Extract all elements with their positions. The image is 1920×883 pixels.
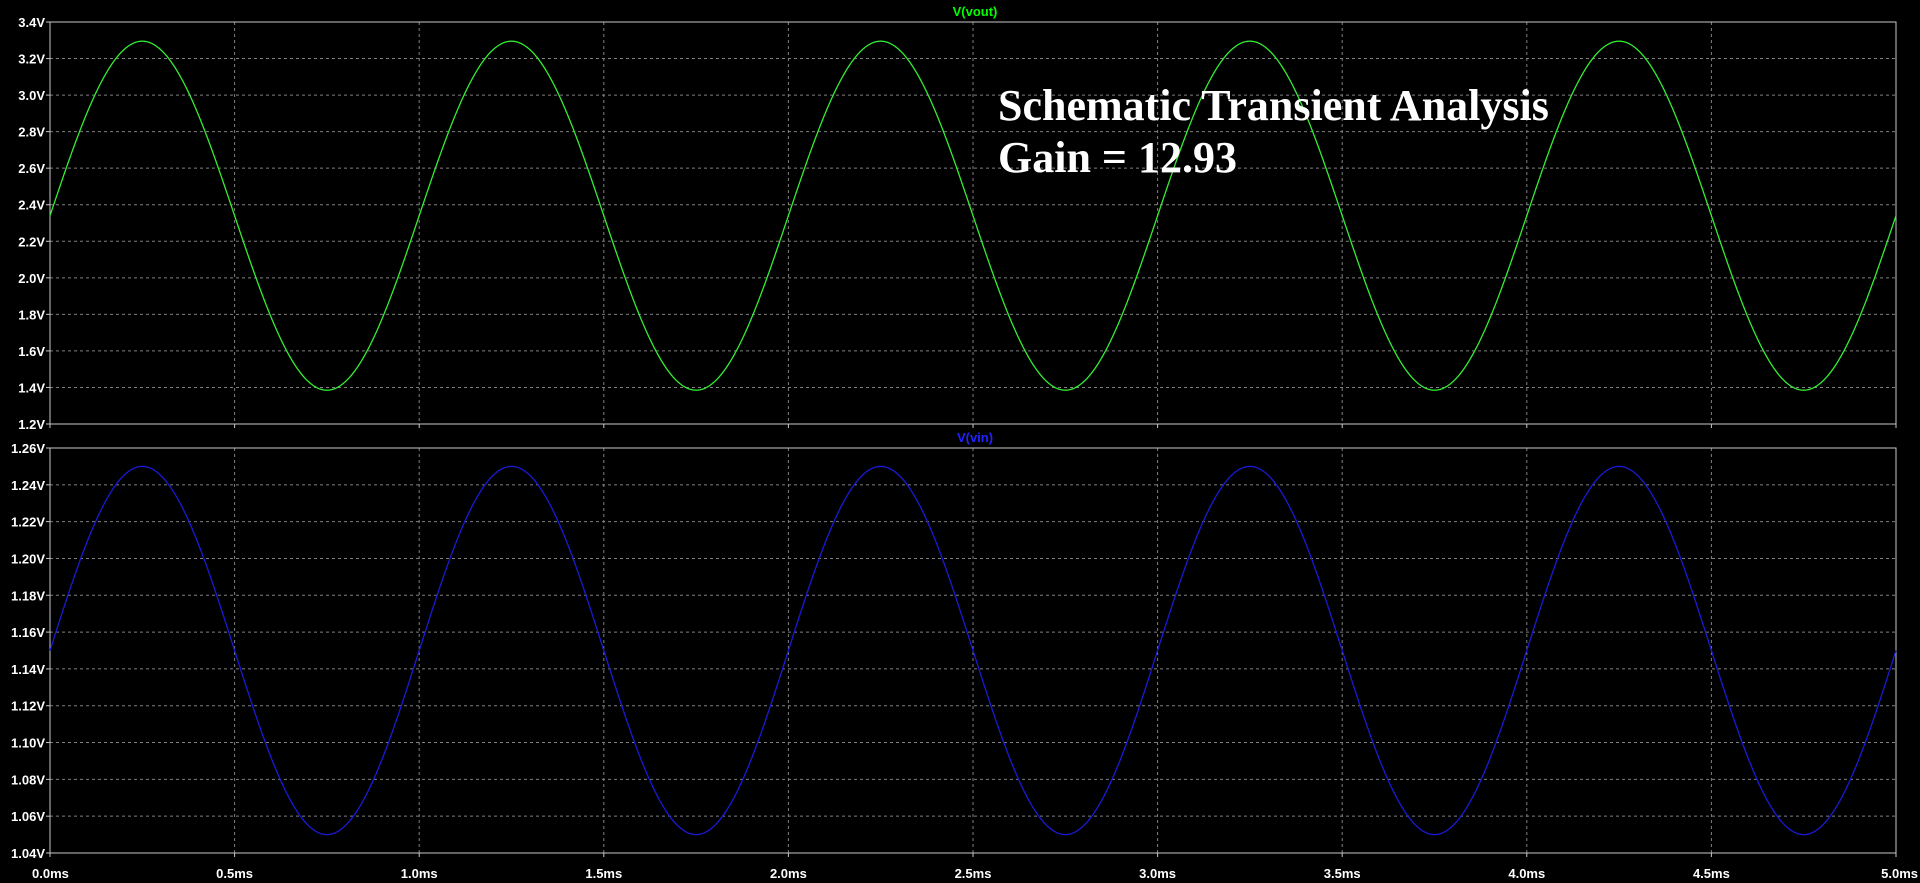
x-tick-label: 4.0ms — [1508, 866, 1545, 881]
x-tick-label: 2.0ms — [770, 866, 807, 881]
x-tick-label: 1.5ms — [585, 866, 622, 881]
y-tick-label: 1.14V — [11, 662, 45, 677]
annotation-gain: Gain = 12.93 — [998, 133, 1237, 182]
plot-annotation: Schematic Transient Analysis Gain = 12.9… — [998, 80, 1549, 184]
y-tick-label: 1.08V — [11, 772, 45, 787]
x-tick-label: 3.0ms — [1139, 866, 1176, 881]
y-tick-label: 1.10V — [11, 736, 45, 751]
y-tick-label: 1.24V — [11, 478, 45, 493]
y-tick-label: 1.04V — [11, 846, 45, 861]
y-tick-label: 1.06V — [11, 809, 45, 824]
y-tick-label: 3.0V — [18, 88, 45, 103]
y-tick-label: 2.6V — [18, 161, 45, 176]
y-tick-label: 1.6V — [18, 344, 45, 359]
trace-title: V(vout) — [953, 4, 998, 19]
y-tick-label: 1.8V — [18, 307, 45, 322]
series-line-vvout — [49, 40, 1897, 391]
x-tick-label: 1.0ms — [401, 866, 438, 881]
y-tick-label: 2.4V — [18, 198, 45, 213]
trace-title: V(vin) — [957, 430, 993, 445]
pane-vout: 1.2V 1.4V 1.6V 1.8V 2.0V 2.2V 2.4V 2.6V 2.8V 3.0V… — [18, 4, 1897, 432]
x-tick-label: 4.5ms — [1693, 866, 1730, 881]
y-tick-label: 2.0V — [18, 271, 45, 286]
y-tick-label: 1.12V — [11, 699, 45, 714]
y-tick-label: 3.2V — [18, 52, 45, 67]
x-tick-label: 3.5ms — [1324, 866, 1361, 881]
y-tick-label: 1.4V — [18, 380, 45, 395]
pane-vin: 1.04V 1.06V 1.08V 1.10V 1.12V 1.14V 1.16V 1.18V… — [11, 430, 1918, 881]
y-tick-label: 3.4V — [18, 15, 45, 30]
y-tick-label: 1.16V — [11, 625, 45, 640]
series-line-vvin — [49, 465, 1897, 836]
y-tick-label: 2.8V — [18, 125, 45, 140]
y-tick-label: 1.18V — [11, 588, 45, 603]
y-tick-label: 1.20V — [11, 551, 45, 566]
x-tick-label: 0.0ms — [32, 866, 69, 881]
y-tick-label: 2.2V — [18, 234, 45, 249]
annotation-title: Schematic Transient Analysis — [998, 81, 1549, 130]
x-tick-label: 2.5ms — [955, 866, 992, 881]
x-tick-label: 5.0ms — [1881, 866, 1918, 881]
y-tick-label: 1.26V — [11, 441, 45, 456]
y-tick-label: 1.22V — [11, 515, 45, 530]
x-tick-label: 0.5ms — [216, 866, 253, 881]
y-tick-label: 1.2V — [18, 417, 45, 432]
